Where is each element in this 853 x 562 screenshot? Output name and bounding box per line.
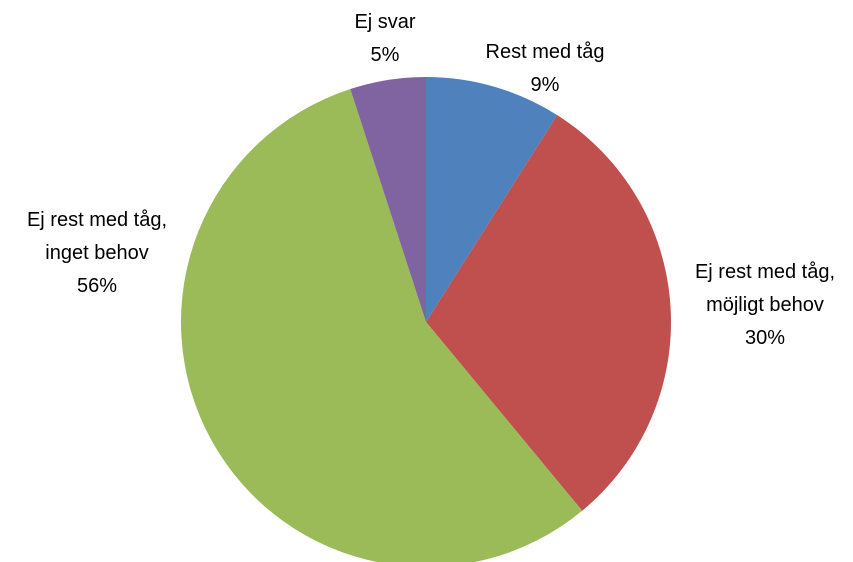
category-label: Ej rest med tåg, möjligt behov <box>694 261 836 316</box>
pie-slice <box>426 77 558 322</box>
pie-slice <box>426 115 671 511</box>
value-label: 56% <box>76 275 118 297</box>
slice-label: Ej svar 5% <box>295 6 475 72</box>
slice-label: Ej rest med tåg, inget behov 56% <box>7 204 187 303</box>
slice-label: Ej rest med tåg, möjligt behov 30% <box>675 256 853 355</box>
category-label: Ej svar <box>354 11 416 33</box>
category-label: Rest med tåg <box>485 41 605 63</box>
category-label: Ej rest med tåg, inget behov <box>26 209 168 264</box>
slice-label: Rest med tåg 9% <box>455 36 635 102</box>
pie-slice <box>181 88 583 562</box>
pie-slice <box>350 77 426 322</box>
value-label: 5% <box>370 44 400 66</box>
value-label: 30% <box>744 327 786 349</box>
value-label: 9% <box>530 74 560 96</box>
